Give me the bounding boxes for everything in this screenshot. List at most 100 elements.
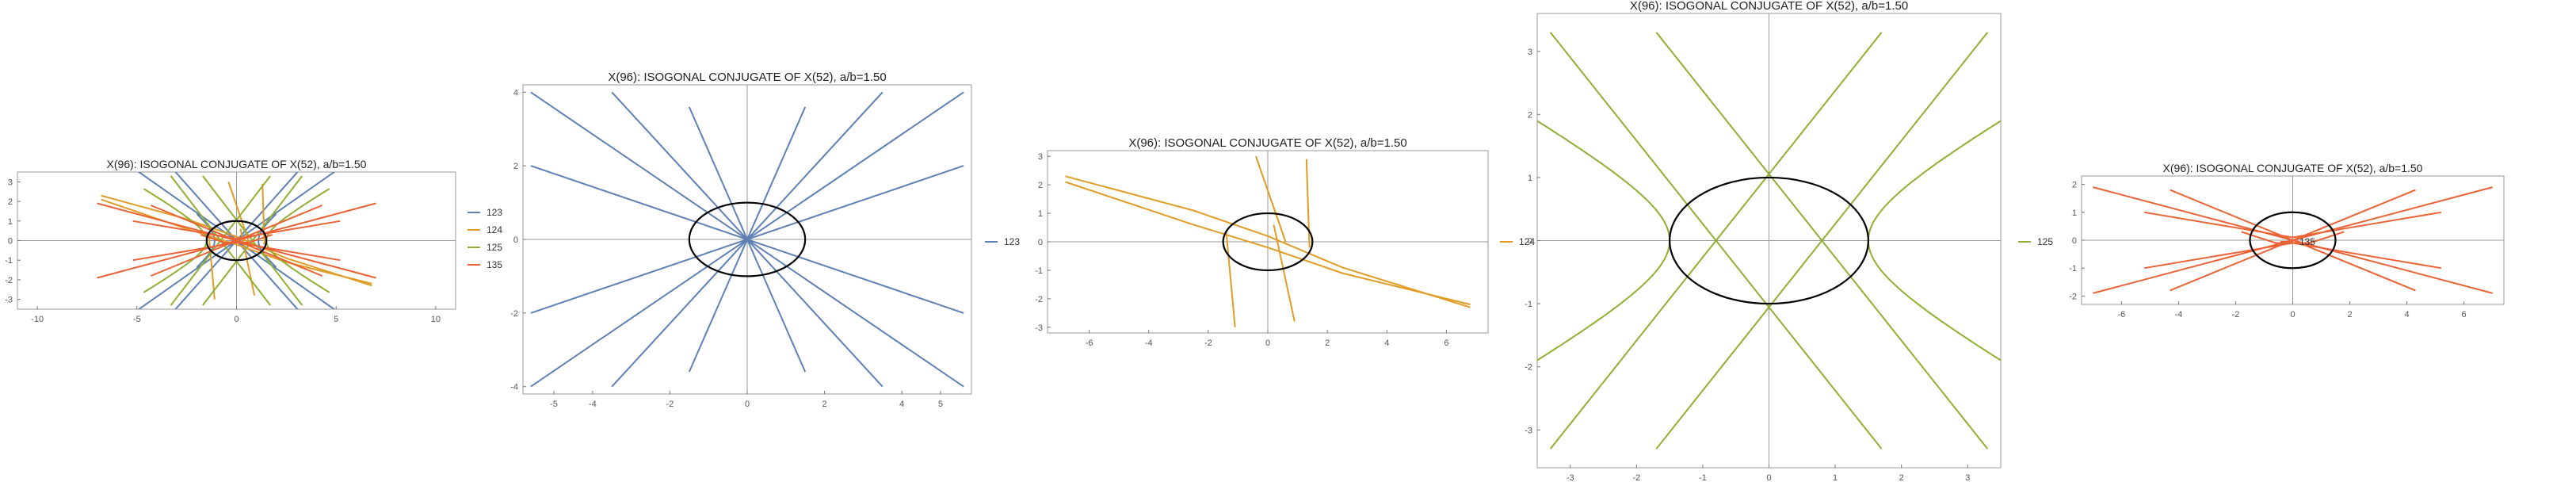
series-135-curve <box>2170 189 2416 292</box>
y-tick-label: -2 <box>5 276 13 285</box>
reference-ellipse <box>688 201 807 277</box>
series-123-curve <box>530 165 964 314</box>
x-tick-label: 2 <box>2347 310 2352 319</box>
series-135-curve <box>132 220 341 240</box>
y-tick-label: -3 <box>1035 323 1043 333</box>
series-124-curve <box>1065 181 1471 306</box>
series-124-curve <box>1273 224 1296 322</box>
x-tick-label: -2 <box>1204 339 1212 348</box>
series-123-curve <box>258 213 277 268</box>
reference-ellipse <box>2249 211 2337 270</box>
series-124-curve <box>1305 159 1311 248</box>
x-tick-label: -6 <box>1086 339 1093 348</box>
series-124-curve <box>1255 155 1287 243</box>
x-tick-label: -4 <box>1145 339 1153 348</box>
y-tick-label: -4 <box>510 383 518 392</box>
y-tick-label: 0 <box>1528 237 1532 247</box>
x-tick-label: 5 <box>334 315 338 324</box>
y-tick-label: -3 <box>1525 426 1532 435</box>
y-tick-label: -1 <box>1035 266 1043 276</box>
reference-ellipse <box>205 220 268 262</box>
series-135-curve <box>151 205 322 277</box>
y-tick-label: 1 <box>8 217 13 227</box>
x-tick-label: 6 <box>2462 310 2467 319</box>
y-tick-label: 3 <box>8 178 13 187</box>
series-135-curve <box>200 234 273 243</box>
x-tick-label: 1 <box>1833 473 1838 482</box>
series-124-curve <box>101 194 372 287</box>
x-tick-label: 4 <box>2404 310 2409 319</box>
legend-label-123: 123 <box>487 207 502 218</box>
y-tick-label: 2 <box>1038 181 1043 190</box>
x-tick-label: -2 <box>1632 473 1640 482</box>
series-123-curve <box>196 213 216 268</box>
y-tick-label: 2 <box>8 197 13 207</box>
chart-title: X(96): ISOGONAL CONJUGATE OF X(52), a/b=… <box>107 158 367 170</box>
x-tick-label: 2 <box>1325 339 1330 348</box>
x-tick-label: 6 <box>1444 339 1448 348</box>
x-tick-label: -4 <box>589 400 597 409</box>
chart-3: X(96): ISOGONAL CONJUGATE OF X(52), a/b=… <box>1035 136 1535 348</box>
legend-label-125: 125 <box>2037 236 2053 247</box>
series-124-curve <box>1065 175 1471 308</box>
x-tick-label: 2 <box>1899 473 1904 482</box>
series-124-curve <box>1225 230 1236 327</box>
y-tick-label: -2 <box>1035 295 1043 304</box>
y-tick-label: 2 <box>2072 181 2077 190</box>
y-tick-label: 0 <box>1038 238 1043 247</box>
y-tick-label: -2 <box>510 309 518 319</box>
y-tick-label: 2 <box>513 162 518 171</box>
y-tick-label: 1 <box>1528 174 1532 183</box>
y-tick-label: -1 <box>2069 264 2077 274</box>
chart-title: X(96): ISOGONAL CONJUGATE OF X(52), a/b=… <box>2163 162 2423 174</box>
x-tick-label: 10 <box>431 315 441 324</box>
series-124-curve <box>261 183 265 245</box>
curve-group <box>530 91 964 388</box>
chart-2: X(96): ISOGONAL CONJUGATE OF X(52), a/b=… <box>510 71 1020 409</box>
x-tick-label: 4 <box>1384 339 1389 348</box>
x-tick-label: 4 <box>899 400 904 409</box>
y-tick-label: -1 <box>1525 300 1532 309</box>
series-124-curve <box>208 232 216 300</box>
y-tick-label: -1 <box>5 256 13 266</box>
curve-group <box>2093 186 2493 294</box>
legend-label-124: 124 <box>487 224 502 235</box>
reference-ellipse <box>1222 212 1314 272</box>
x-tick-label: -1 <box>1699 473 1707 482</box>
y-tick-label: -2 <box>2069 292 2077 301</box>
y-tick-label: 1 <box>1038 209 1043 219</box>
chart-title: X(96): ISOGONAL CONJUGATE OF X(52), a/b=… <box>1128 136 1406 150</box>
series-125-curve <box>1655 32 1989 449</box>
chart-title: X(96): ISOGONAL CONJUGATE OF X(52), a/b=… <box>608 71 886 84</box>
curve-group <box>1537 32 2001 449</box>
legend-label-125: 125 <box>487 242 502 253</box>
x-tick-label: 0 <box>2290 310 2295 319</box>
y-tick-label: 0 <box>513 235 518 245</box>
y-tick-label: -3 <box>5 296 13 305</box>
chart-4: X(96): ISOGONAL CONJUGATE OF X(52), a/b=… <box>1525 0 2053 482</box>
curve-group <box>97 172 376 309</box>
y-tick-label: 2 <box>1528 110 1532 120</box>
series-135-curve <box>2241 231 2345 244</box>
x-tick-label: 2 <box>822 400 827 409</box>
series-135-curve <box>2144 211 2441 239</box>
x-tick-label: 0 <box>1265 339 1270 348</box>
y-tick-label: 0 <box>2072 236 2077 246</box>
chart-1: X(96): ISOGONAL CONJUGATE OF X(52), a/b=… <box>5 158 502 324</box>
y-tick-label: 4 <box>513 88 518 98</box>
legend-label-135: 135 <box>487 259 502 270</box>
x-tick-label: -6 <box>2118 310 2126 319</box>
chart-5: X(96): ISOGONAL CONJUGATE OF X(52), a/b=… <box>2069 162 2505 319</box>
x-tick-label: -2 <box>666 400 674 409</box>
y-tick-label: 3 <box>1038 152 1043 162</box>
x-tick-label: -5 <box>550 400 558 409</box>
chart-title: X(96): ISOGONAL CONJUGATE OF X(52), a/b=… <box>1630 0 1908 13</box>
series-125-curve <box>1549 32 1883 449</box>
legend-label-123: 123 <box>1004 236 1020 247</box>
x-tick-label: -5 <box>133 315 141 324</box>
legend-label-135: 135 <box>2299 236 2315 247</box>
legend-label-124: 124 <box>1519 236 1535 247</box>
x-tick-label: 5 <box>938 400 943 409</box>
x-tick-label: -10 <box>31 315 44 324</box>
